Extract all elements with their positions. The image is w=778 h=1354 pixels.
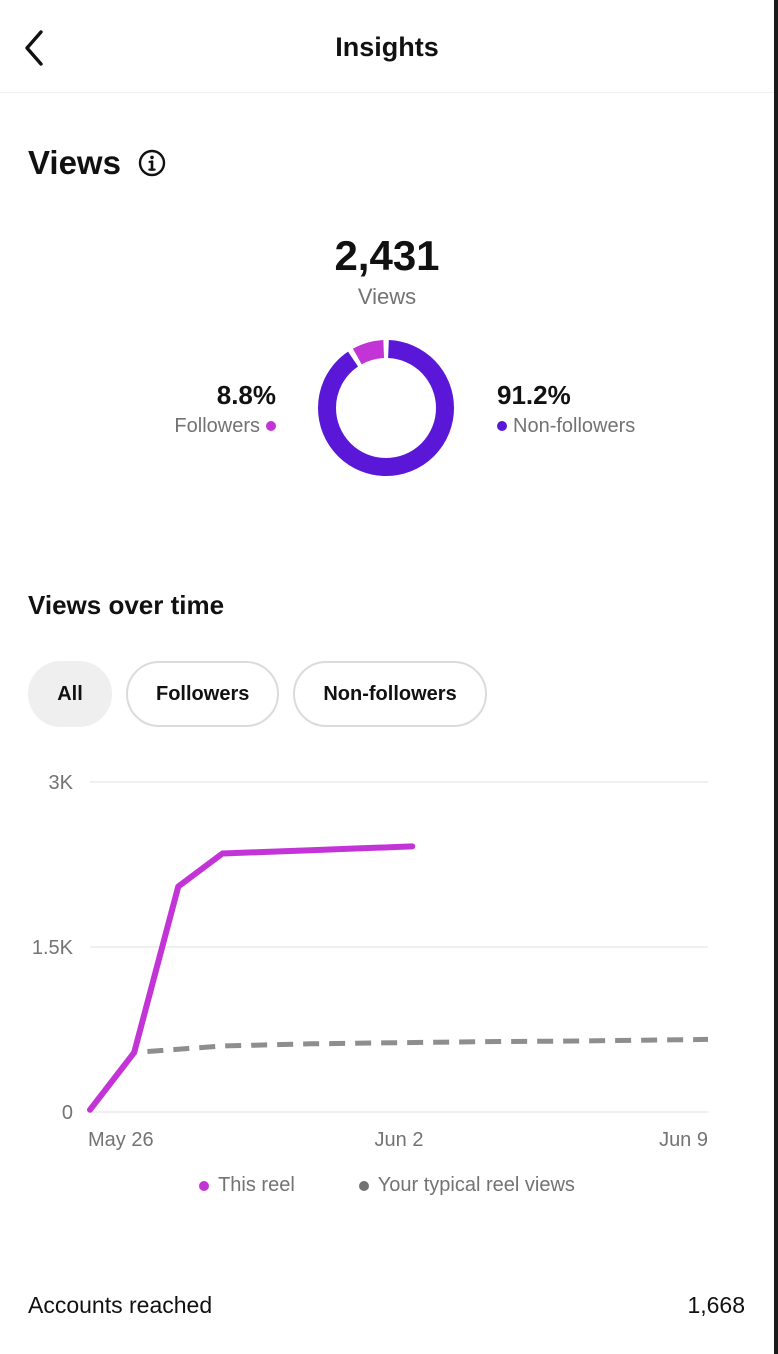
donut-segment-non-followers [318, 340, 454, 476]
y-tick-label: 1.5K [32, 937, 74, 959]
followers-percent: 8.8% [216, 380, 276, 410]
info-icon [138, 149, 166, 177]
screen-edge [774, 0, 778, 1354]
y-tick-label: 0 [62, 1102, 73, 1124]
back-button[interactable] [14, 26, 54, 70]
y-tick-label: 3K [49, 772, 74, 794]
filter-chip-all[interactable]: All [28, 661, 112, 727]
followers-stat: 8.8% Followers [174, 378, 276, 440]
accounts-reached-row[interactable]: Accounts reached 1,668 [28, 1292, 745, 1319]
x-tick-label: May 26 [88, 1129, 154, 1151]
views-title-text: Views [28, 144, 121, 181]
header: Insights [0, 0, 774, 93]
total-views-value: 2,431 [334, 232, 440, 279]
non-followers-stat: 91.2% Non-followers [497, 378, 635, 440]
non-followers-label-row: Non-followers [497, 412, 635, 440]
legend-typical: Your typical reel views [358, 1174, 575, 1197]
followers-label-row: Followers [174, 412, 276, 440]
total-views-label: Views [357, 284, 417, 309]
followers-label: Followers [174, 415, 260, 437]
typical-dot-icon [358, 1180, 369, 1191]
non-followers-dot-icon [497, 421, 507, 431]
legend-this-reel: This reel [199, 1174, 295, 1197]
views-section-title: Views [28, 144, 167, 182]
page-title: Insights [335, 32, 439, 62]
chevron-left-icon [25, 30, 43, 66]
legend-typical-label: Your typical reel views [377, 1174, 575, 1196]
followers-dot-icon [266, 421, 276, 431]
info-button[interactable] [137, 148, 167, 178]
filter-chip-non-followers[interactable]: Non-followers [293, 661, 487, 727]
views-line-chart: 0 1.5K 3K May 26 Jun 2 Jun 9 [32, 772, 709, 1151]
accounts-reached-value: 1,668 [687, 1292, 745, 1318]
series-line-this-reel [87, 843, 416, 1113]
followers-donut-chart [318, 340, 454, 476]
accounts-reached-label: Accounts reached [28, 1292, 213, 1318]
views-over-time-title: Views over time [28, 590, 225, 620]
non-followers-percent: 91.2% [497, 380, 571, 410]
filter-chip-followers[interactable]: Followers [126, 661, 280, 727]
series-line-typical [147, 1036, 709, 1054]
x-tick-label: Jun 2 [375, 1129, 424, 1151]
chart-legend: This reel Your typical reel views [0, 1174, 774, 1197]
filter-chips: All Followers Non-followers [28, 661, 487, 727]
x-tick-label: Jun 9 [659, 1129, 708, 1151]
this-reel-dot-icon [199, 1180, 210, 1191]
non-followers-label: Non-followers [513, 415, 636, 437]
legend-this-reel-label: This reel [218, 1174, 295, 1196]
